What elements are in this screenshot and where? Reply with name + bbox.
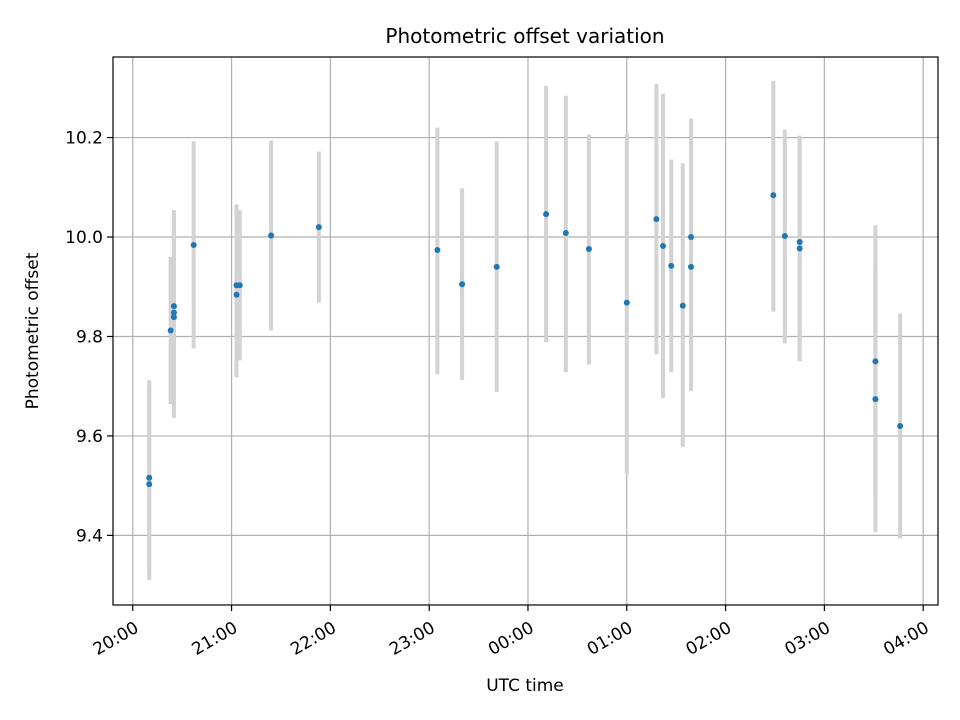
data-point [585,245,592,252]
data-point [668,262,675,269]
data-point [562,230,569,237]
data-point [897,422,904,429]
data-point [434,246,441,253]
y-axis-ticks: 9.4 9.6 9.8 10.0 10.2 [65,129,113,546]
data-point [770,192,777,199]
y-tick-label: 9.6 [76,427,103,447]
data-point [170,309,177,316]
data-point [872,396,879,403]
data-point [679,302,686,309]
data-point [146,481,153,488]
data-points [146,192,904,488]
data-point [459,281,466,288]
data-point [872,358,879,365]
data-point [268,232,275,239]
data-point [315,224,322,231]
data-point [236,282,243,289]
y-axis-title: Photometric offset [23,252,43,409]
data-point [170,303,177,310]
y-tick-label: 9.8 [76,327,103,347]
chart-title: Photometric offset variation [385,24,664,48]
data-point [781,233,788,240]
data-point [796,238,803,245]
plot-frame [112,56,939,606]
data-point [146,474,153,481]
x-axis-title: UTC time [486,676,564,696]
data-point [190,241,197,248]
data-point [687,234,694,241]
data-point [170,314,177,321]
data-point [493,263,500,270]
data-point [233,291,240,298]
y-tick-label: 9.4 [76,526,103,546]
y-tick-label: 10.2 [65,129,103,149]
data-point [660,242,666,249]
data-point [167,327,174,334]
y-tick-label: 10.0 [65,228,103,248]
data-point [653,216,660,223]
data-point [796,245,803,252]
data-point [623,299,630,306]
data-point [687,263,694,270]
data-point [543,211,550,218]
